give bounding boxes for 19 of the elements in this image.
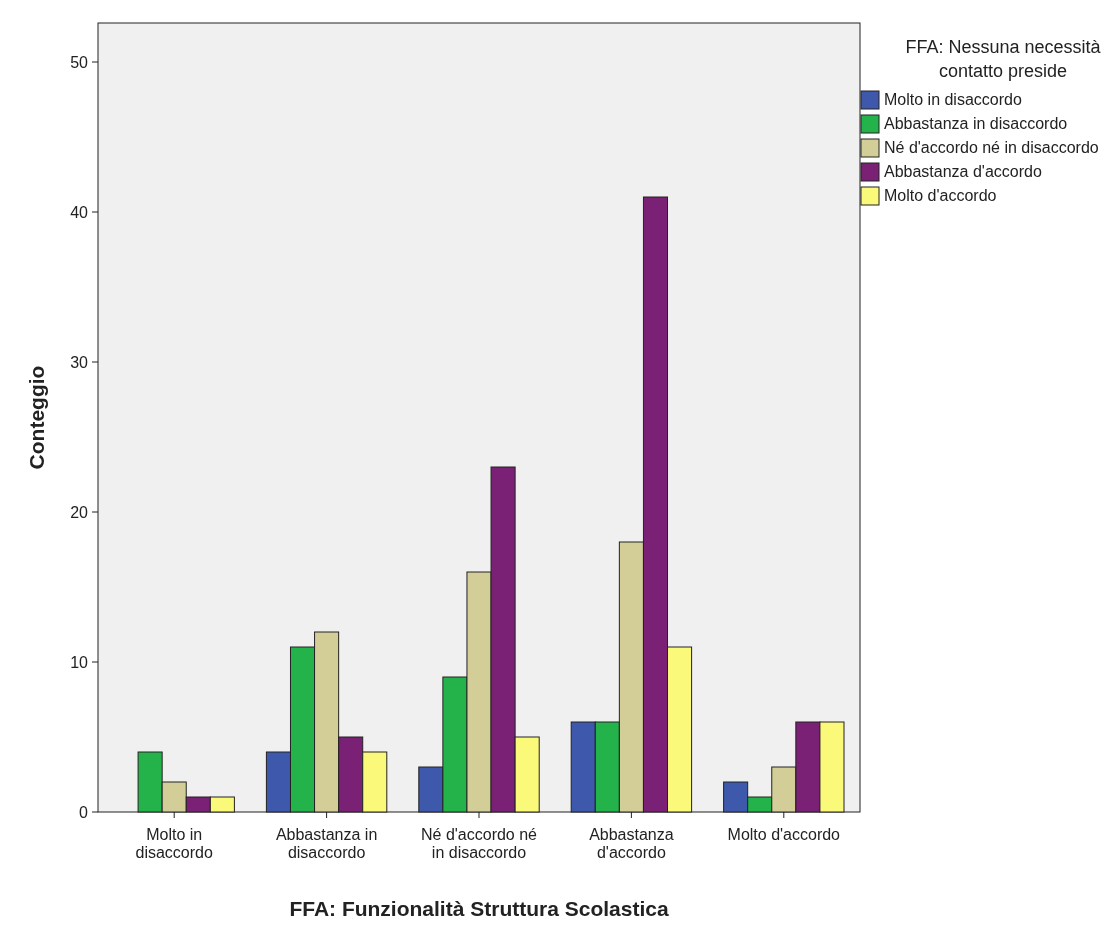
legend-label: Abbastanza d'accordo bbox=[884, 163, 1042, 180]
y-tick-label: 40 bbox=[70, 203, 89, 221]
y-tick-label: 10 bbox=[70, 653, 89, 671]
legend-label: Molto in disaccordo bbox=[884, 91, 1022, 108]
x-axis-title: FFA: Funzionalità Struttura Scolastica bbox=[289, 897, 669, 920]
legend-label: Abbastanza in disaccordo bbox=[884, 115, 1068, 132]
legend-label: Molto d'accordo bbox=[884, 187, 997, 204]
x-tick-label: Molto d'accordo bbox=[727, 826, 841, 843]
y-tick-label: 0 bbox=[79, 803, 89, 821]
y-tick-label: 30 bbox=[70, 353, 89, 371]
x-tick-label: Molto in disaccordo bbox=[135, 826, 213, 861]
y-axis-title: Conteggio bbox=[25, 365, 48, 470]
x-tick-label: Né d'accordo né in disaccordo bbox=[420, 826, 538, 861]
x-tick-label: Abbastanza in disaccordo bbox=[275, 826, 378, 861]
legend-label: Né d'accordo né in disaccordo bbox=[884, 139, 1099, 156]
y-tick-label: 20 bbox=[70, 503, 89, 521]
legend-title: FFA: Nessuna necessità contatto preside bbox=[905, 37, 1102, 81]
y-tick-label: 50 bbox=[70, 53, 89, 71]
x-tick-label: Abbastanza d'accordo bbox=[589, 826, 674, 861]
